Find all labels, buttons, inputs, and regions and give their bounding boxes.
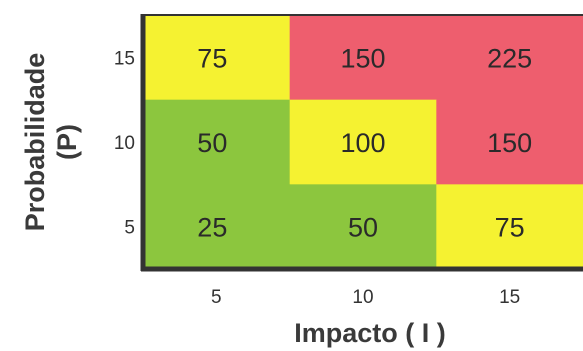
cell-value-label: 100: [340, 128, 385, 158]
cell-value-label: 50: [348, 213, 378, 243]
cell-value-labels: 75 150 225 50 100 150 25 50 75: [197, 43, 532, 242]
heatmap-cell-r1-c0: [143, 99, 291, 185]
heatmap-cell-r2-c2: [436, 184, 583, 270]
cell-value-label: 150: [487, 128, 532, 158]
y-axis-title-line1: Probabilidade: [20, 53, 50, 232]
x-tick-label: 15: [499, 287, 520, 308]
heatmap-cells: [143, 15, 583, 270]
x-tick-label: 10: [352, 287, 373, 308]
x-tick-labels: 5 10 15: [211, 287, 520, 308]
heatmap-cell-r2-c1: [289, 184, 437, 270]
x-axis-title: Impacto ( I ): [294, 318, 446, 348]
heatmap-cell-r0-c0: [143, 15, 291, 101]
heatmap-cell-r0-c2: [436, 15, 583, 101]
heatmap-cell-r1-c2: [436, 99, 583, 185]
y-axis-title-line2: (P): [52, 124, 82, 160]
cell-value-label: 150: [340, 43, 385, 73]
cell-value-label: 50: [197, 128, 227, 158]
heatmap-cell-r2-c0: [143, 184, 291, 270]
cell-value-label: 225: [487, 43, 532, 73]
matrix-frame: [140, 14, 583, 272]
y-tick-label: 15: [114, 48, 135, 69]
cell-value-label: 75: [197, 43, 227, 73]
cell-value-label: 25: [197, 213, 227, 243]
cell-value-label: 75: [495, 213, 525, 243]
x-tick-label: 5: [211, 287, 222, 308]
y-tick-label: 10: [114, 133, 135, 154]
heatmap-cell-r1-c1: [289, 99, 437, 185]
y-tick-labels: 15 10 5: [114, 48, 135, 238]
y-tick-label: 5: [124, 218, 135, 239]
heatmap-cell-r0-c1: [289, 15, 437, 101]
